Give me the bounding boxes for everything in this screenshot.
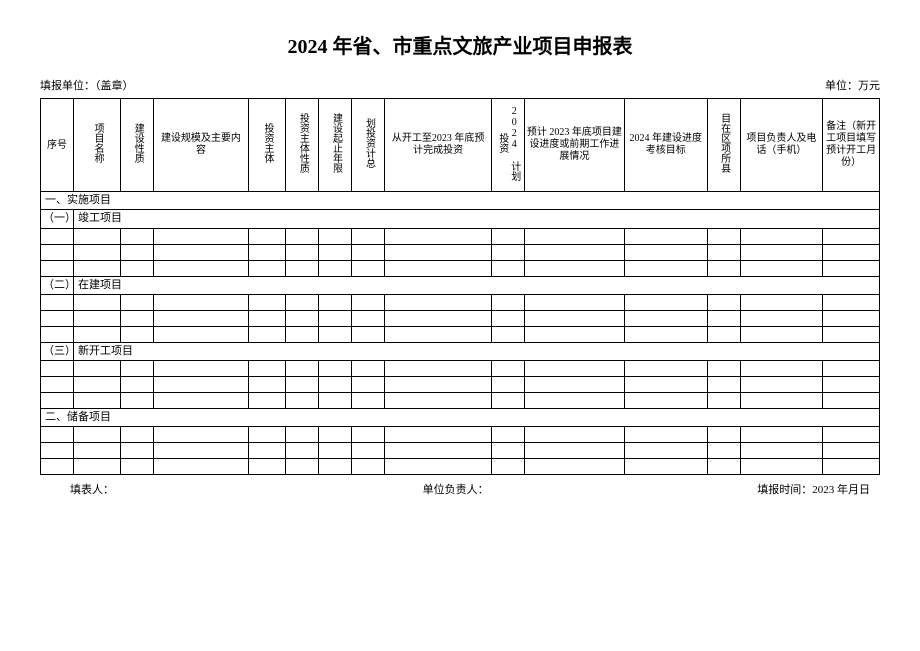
table-header-row: 序号 项目名称 建设性质 建设规模及主要内容 投资主体 投资主体性质 建设起止年… bbox=[41, 99, 880, 192]
col-progress: 预计 2023 年底项目建设进度或前期工作进展情况 bbox=[524, 99, 624, 192]
col-goal: 2024 年建设进度考核目标 bbox=[625, 99, 708, 192]
page-title: 2024 年省、市重点文旅产业项目申报表 bbox=[40, 30, 880, 59]
table-row bbox=[41, 427, 880, 443]
section-implementation: 一、实施项目 bbox=[41, 192, 880, 210]
col-investor-nature: 投资主体性质 bbox=[286, 99, 319, 192]
sub-num-2: （二） bbox=[41, 276, 74, 294]
sub-num-3: （三） bbox=[41, 342, 74, 360]
col-plan-invest: 2024 计划投资 bbox=[491, 99, 524, 192]
sub-label-new: 新开工项目 bbox=[74, 342, 880, 360]
col-contact: 项目负责人及电话（手机） bbox=[740, 99, 823, 192]
col-seq: 序号 bbox=[41, 99, 74, 192]
unit-leader-label: 单位负责人： bbox=[383, 481, 489, 497]
col-investor: 投资主体 bbox=[248, 99, 286, 192]
col-project-name: 项目名称 bbox=[74, 99, 121, 192]
table-row bbox=[41, 376, 880, 392]
table-row bbox=[41, 310, 880, 326]
col-completed-invest: 从开工至2023 年底预计完成投资 bbox=[385, 99, 491, 192]
section-label-reserve: 二、储备项目 bbox=[41, 408, 880, 426]
table-row bbox=[41, 294, 880, 310]
sub-label-ongoing: 在建项目 bbox=[74, 276, 880, 294]
col-total-invest: 划投资计总 bbox=[352, 99, 385, 192]
report-table: 序号 项目名称 建设性质 建设规模及主要内容 投资主体 投资主体性质 建设起止年… bbox=[40, 98, 880, 475]
col-nature: 建设性质 bbox=[121, 99, 154, 192]
col-note: 备注（新开工项目填写预计开工月份） bbox=[823, 99, 880, 192]
table-row bbox=[41, 392, 880, 408]
reporting-unit: 填报单位：（盖章） bbox=[40, 77, 134, 93]
filler-label: 填表人： bbox=[40, 481, 114, 497]
table-row bbox=[41, 443, 880, 459]
table-row bbox=[41, 360, 880, 376]
col-period: 建设起止年限 bbox=[319, 99, 352, 192]
footer-meta: 填表人： 单位负责人： 填报时间：2023 年月日 bbox=[40, 481, 880, 497]
fill-date-label: 填报时间：2023 年月日 bbox=[757, 481, 880, 497]
unit-label: 单位：万元 bbox=[825, 77, 880, 93]
section-label: 一、实施项目 bbox=[41, 192, 880, 210]
sub-num-1: （一） bbox=[41, 210, 74, 228]
table-row bbox=[41, 244, 880, 260]
section-reserve: 二、储备项目 bbox=[41, 408, 880, 426]
table-row bbox=[41, 459, 880, 475]
table-row bbox=[41, 260, 880, 276]
table-row bbox=[41, 326, 880, 342]
header-meta: 填报单位：（盖章） 单位：万元 bbox=[40, 77, 880, 93]
col-scale: 建设规模及主要内容 bbox=[154, 99, 248, 192]
sub-label-completed: 竣工项目 bbox=[74, 210, 880, 228]
col-location: 目在区项所县 bbox=[707, 99, 740, 192]
table-row bbox=[41, 228, 880, 244]
